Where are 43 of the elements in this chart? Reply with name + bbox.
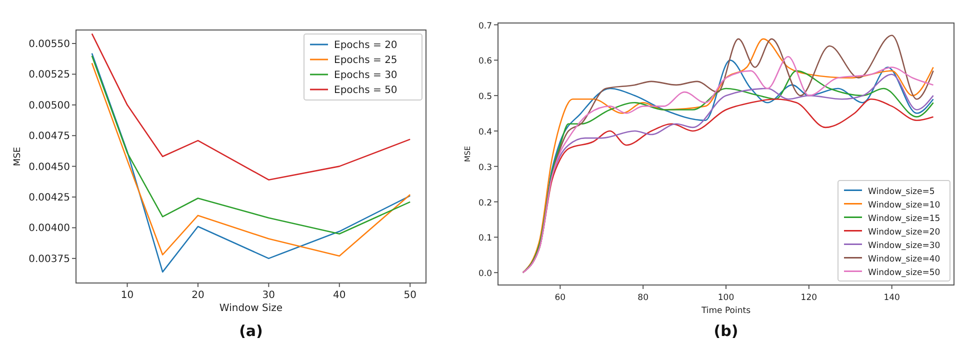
x-tick-label: 50 (404, 290, 416, 301)
y-tick-label: 0.00450 (28, 162, 70, 173)
x-tick-label: 40 (333, 290, 346, 301)
legend-label: Window_size=15 (868, 214, 940, 224)
y-tick-label: 0.3 (478, 162, 492, 173)
y-tick-label: 0.00400 (28, 223, 70, 234)
x-tick-label: 80 (638, 293, 649, 303)
x-axis-title: Window Size (219, 303, 283, 314)
y-axis-title: MSE (13, 146, 23, 166)
legend-label: Window_size=30 (868, 240, 940, 251)
legend-label: Epochs = 20 (334, 40, 398, 51)
x-tick-label: 60 (554, 293, 566, 303)
x-tick-label: 140 (884, 293, 900, 303)
y-tick-label: 0.00425 (28, 192, 70, 204)
legend-label: Window_size=20 (868, 227, 940, 238)
x-axis-title: Time Points (700, 306, 752, 316)
y-tick-label: 0.2 (478, 198, 492, 208)
x-tick-label: 100 (718, 293, 734, 303)
y-tick-label: 0.00550 (28, 39, 70, 50)
legend-label: Window_size=50 (868, 268, 940, 278)
y-tick-label: 0.5 (478, 92, 492, 102)
x-tick-label: 30 (262, 290, 276, 301)
line-series (91, 33, 411, 180)
y-tick-label: 0.00500 (28, 100, 70, 112)
legend-label: Epochs = 30 (334, 70, 398, 81)
text: (b) (714, 322, 738, 340)
x-tick-label: 10 (120, 290, 134, 301)
y-tick-label: 0.0 (478, 269, 492, 280)
legend-label: Epochs = 25 (334, 55, 398, 66)
y-tick-label: 0.7 (478, 21, 492, 32)
y-tick-label: 0.1 (478, 234, 492, 244)
text: (a) (239, 322, 263, 340)
legend-label: Window_size=10 (868, 200, 940, 210)
y-tick-label: 0.00375 (28, 254, 70, 265)
y-tick-label: 0.4 (478, 127, 492, 138)
legend-label: Window_size=40 (868, 254, 940, 264)
y-tick-label: 0.00525 (28, 70, 70, 81)
y-tick-label: 0.00475 (28, 131, 70, 142)
x-tick-label: 20 (192, 290, 204, 301)
legend-label: Window_size=5 (868, 186, 935, 197)
x-tick-label: 120 (800, 293, 818, 303)
y-tick-label: 0.6 (478, 56, 492, 67)
legend-label: Epochs = 50 (334, 85, 398, 96)
